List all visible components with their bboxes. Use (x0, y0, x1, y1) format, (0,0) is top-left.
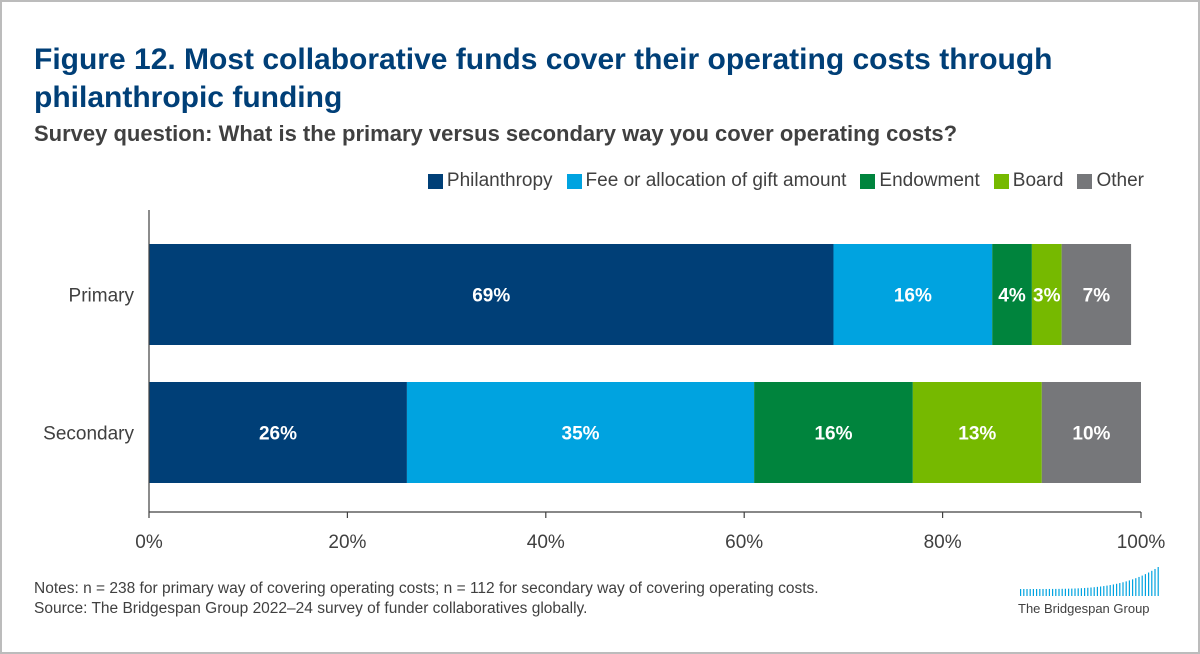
bar-segment-primary-3 (1031, 244, 1062, 345)
logo-bar (1052, 588, 1054, 596)
logo-bar (1080, 588, 1082, 596)
bar-segment-secondary-1 (406, 382, 755, 483)
legend-label-endowment: Endowment (879, 170, 980, 191)
legend-item-endowment: Endowment (860, 170, 980, 192)
figure-subtitle: Survey question: What is the primary ver… (34, 121, 958, 146)
legend-label-board: Board (1012, 170, 1064, 191)
logo-bar (1132, 579, 1134, 596)
logo-bar (1087, 587, 1089, 596)
x-tick-label: 60% (725, 532, 763, 553)
logo-bar (1154, 568, 1156, 596)
logo-bar (1096, 586, 1098, 596)
logo-bar (1100, 586, 1102, 596)
data-label: 35% (562, 424, 600, 445)
legend-label-fee: Fee or allocation of gift amount (585, 170, 847, 191)
logo-bar (1112, 584, 1114, 596)
bar-segment-secondary-2 (754, 382, 913, 483)
logo-bar (1071, 588, 1073, 596)
x-tick-label: 80% (924, 532, 962, 553)
logo-bar (1048, 588, 1050, 596)
logo-bar (1036, 588, 1038, 596)
data-label: 13% (958, 424, 996, 445)
legend-item-board: Board (993, 170, 1064, 192)
legend-label-other: Other (1096, 170, 1144, 191)
legend-item-philanthropy: Philanthropy (427, 170, 553, 192)
bar-segment-primary-0 (149, 244, 834, 345)
logo-bar (1119, 583, 1121, 596)
logo-bar (1064, 588, 1066, 596)
logo-bar (1151, 570, 1153, 596)
logo-bar (1141, 575, 1143, 596)
category-label: Primary (69, 286, 135, 307)
figure-notes: Notes: n = 238 for primary way of coveri… (34, 579, 819, 619)
data-label: 7% (1083, 286, 1111, 307)
data-label: 4% (998, 286, 1026, 307)
logo-bar (1157, 567, 1159, 596)
logo-bar (1135, 578, 1137, 596)
logo-bar (1128, 580, 1130, 596)
logo-bar (1045, 588, 1047, 596)
data-label: 10% (1072, 424, 1110, 445)
logo-bar (1116, 583, 1118, 596)
logo-bar (1058, 588, 1060, 596)
x-tick-label: 0% (135, 532, 163, 553)
data-label: 16% (894, 286, 932, 307)
data-label: 69% (472, 286, 510, 307)
data-label: 3% (1033, 286, 1061, 307)
bar-segment-secondary-3 (912, 382, 1042, 483)
bar-segment-secondary-0 (149, 382, 407, 483)
category-label: Secondary (43, 424, 134, 445)
legend-item-other: Other (1077, 170, 1144, 192)
logo-bar (1090, 587, 1092, 596)
logo-bar (1084, 587, 1086, 596)
logo-bar (1029, 588, 1031, 596)
logo-bar (1039, 588, 1041, 596)
logo-bar (1026, 588, 1028, 596)
legend-label-philanthropy: Philanthropy (446, 170, 553, 191)
bar-segment-primary-2 (992, 244, 1032, 345)
bar-segment-primary-4 (1061, 244, 1132, 345)
legend-swatch-endowment (860, 173, 876, 189)
chart-legend: Philanthropy Fee or allocation of gift a… (427, 170, 1144, 192)
logo-bar (1042, 588, 1044, 596)
logo-bar (1138, 576, 1140, 596)
source-line: Source: The Bridgespan Group 2022–24 sur… (34, 600, 588, 617)
logo-bar (1023, 589, 1025, 596)
logo-bar (1074, 588, 1076, 596)
logo-bar (1093, 587, 1095, 596)
legend-swatch-other (1077, 173, 1093, 189)
logo-text: The Bridgespan Group (1018, 601, 1150, 616)
data-label: 16% (814, 424, 852, 445)
legend-swatch-fee (566, 173, 582, 189)
logo-bar (1103, 586, 1105, 596)
x-tick-label: 40% (527, 532, 565, 553)
logo-bar (1109, 585, 1111, 596)
logo-bar (1020, 589, 1022, 596)
logo-bar (1106, 585, 1108, 596)
bar-segment-secondary-4 (1041, 382, 1141, 483)
logo-bar (1068, 588, 1070, 596)
x-tick-label: 100% (1117, 532, 1166, 553)
logo-bar (1125, 581, 1127, 596)
logo-bar (1122, 582, 1124, 596)
bar-segment-primary-1 (833, 244, 993, 345)
logo-bar (1144, 574, 1146, 596)
data-label: 26% (259, 424, 297, 445)
legend-swatch-philanthropy (427, 173, 443, 189)
legend-item-fee: Fee or allocation of gift amount (566, 170, 847, 192)
notes-line: Notes: n = 238 for primary way of coveri… (34, 580, 819, 597)
x-tick-label: 20% (328, 532, 366, 553)
logo-bar (1148, 572, 1150, 596)
logo-bar (1055, 588, 1057, 596)
legend-swatch-board (993, 173, 1009, 189)
logo-bar (1077, 588, 1079, 596)
bridgespan-logo-icon (1020, 567, 1159, 596)
logo-bar (1032, 588, 1034, 596)
figure-title: Figure 12. Most collaborative funds cove… (34, 43, 1053, 114)
logo-bar (1061, 588, 1063, 596)
